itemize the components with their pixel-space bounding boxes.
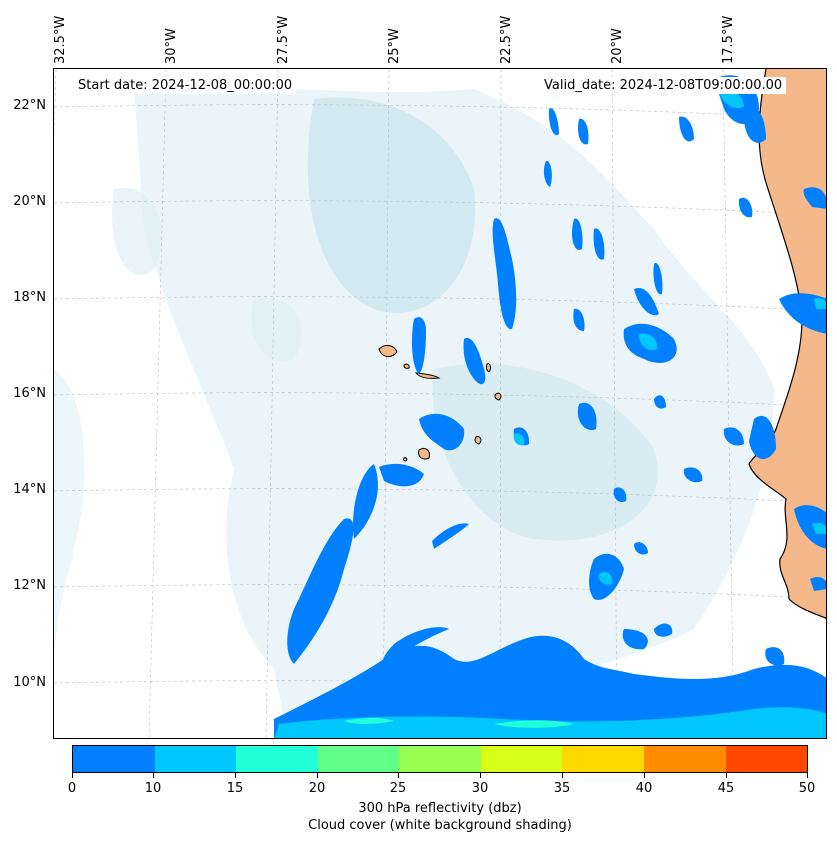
colorbar-tick-label-25: 25 [389, 781, 407, 796]
graticule [54, 69, 826, 738]
lon-label-30w: 30°W [164, 28, 179, 64]
lon-label-22-5w: 22.5°W [499, 15, 514, 64]
reflectivity-20dbz [344, 718, 574, 728]
colorbar-segment-45-50 [725, 746, 808, 772]
colorbar-tick-label-20: 20 [308, 781, 326, 796]
colorbar-tick [398, 773, 399, 778]
lon-label-20w: 20°W [610, 28, 625, 64]
colorbar [72, 745, 808, 773]
colorbar-segment-20-25 [317, 746, 400, 772]
colorbar-tick [235, 773, 236, 778]
colorbar-tick [317, 773, 318, 778]
cape-verde-islands [378, 344, 502, 462]
colorbar-segment-40-45 [643, 746, 726, 772]
lon-label-27-5w: 27.5°W [276, 15, 291, 64]
colorbar-tick [562, 773, 563, 778]
colorbar-tick [72, 773, 73, 778]
colorbar-tick [807, 773, 808, 778]
colorbar-segment-35-40 [562, 746, 644, 772]
valid-date: Valid_date: 2024-12-08T09:00:00.00 [540, 77, 787, 94]
reflectivity-10dbz [274, 75, 826, 738]
colorbar-tick-label-10: 10 [144, 781, 162, 796]
colorbar-tick-label-45: 45 [717, 781, 735, 796]
colorbar-segment-30-35 [480, 746, 563, 772]
colorbar-tick [153, 773, 154, 778]
lat-label-12n: 12°N [13, 578, 46, 593]
lat-label-20n: 20°N [13, 194, 46, 209]
colorbar-segment-0-10 [73, 746, 155, 772]
map-canvas: Start date: 2024-12-08_00:00:00 Valid_da… [53, 68, 827, 739]
lat-label-16n: 16°N [13, 386, 46, 401]
colorbar-segment-25-30 [399, 746, 481, 772]
colorbar-tick-label-15: 15 [226, 781, 244, 796]
start-date: Start date: 2024-12-08_00:00:00 [74, 77, 297, 94]
map-svg [54, 69, 826, 738]
colorbar-sublabel: Cloud cover (white background shading) [308, 818, 572, 833]
lat-label-22n: 22°N [13, 98, 46, 113]
colorbar-tick [644, 773, 645, 778]
colorbar-tick-label-50: 50 [798, 781, 816, 796]
colorbar-tick-label-0: 0 [67, 781, 77, 796]
lon-label-32-5w: 32.5°W [53, 15, 68, 64]
colorbar-segment-15-20 [236, 746, 318, 772]
colorbar-label: 300 hPa reflectivity (dbz) [358, 801, 522, 816]
lat-label-14n: 14°N [13, 482, 46, 497]
colorbar-segment-10-15 [154, 746, 237, 772]
lat-label-10n: 10°N [13, 675, 46, 690]
lon-label-25w: 25°W [387, 28, 402, 64]
colorbar-tick-label-30: 30 [471, 781, 489, 796]
colorbar-tick [726, 773, 727, 778]
colorbar-tick-label-35: 35 [553, 781, 571, 796]
colorbar-tick [480, 773, 481, 778]
lon-label-17-5w: 17.5°W [721, 15, 736, 64]
lat-label-18n: 18°N [13, 290, 46, 305]
colorbar-tick-label-40: 40 [635, 781, 653, 796]
